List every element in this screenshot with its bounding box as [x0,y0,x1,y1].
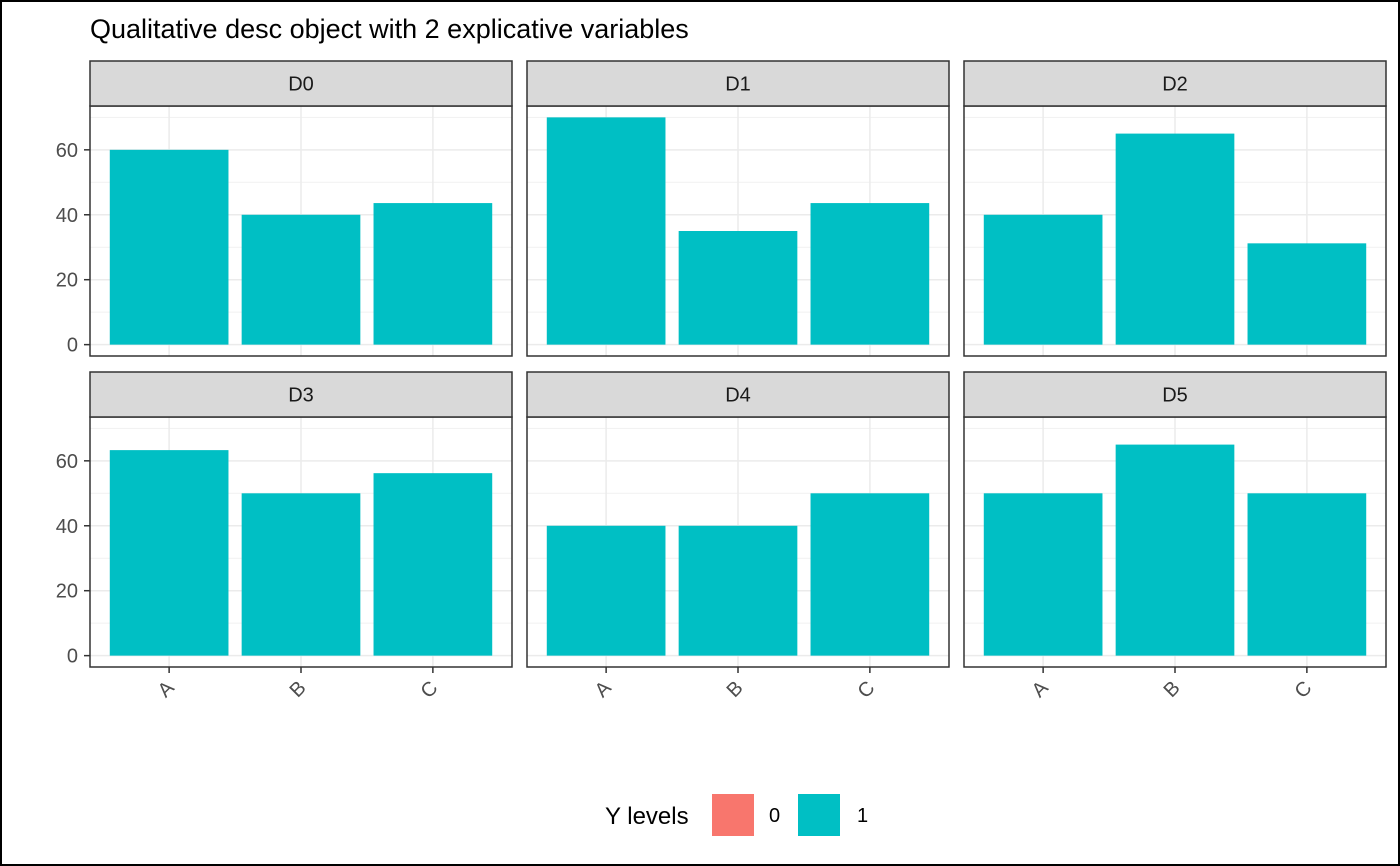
x-tick-label: B [723,677,748,702]
y-tick-label: 40 [56,205,78,227]
facet-strip [89,371,513,418]
facet-strip [526,371,950,418]
facet-panels: D0 0 20 40 60 D1 D2 D3 0 20 40 60 A B C D4 A B C D5 A B C [56,60,1387,703]
legend-key-0 [712,794,754,836]
legend: Y levels 0 1 [605,794,868,836]
x-tick-label: A [591,677,616,702]
legend-label-1: 1 [857,805,868,827]
facet-strip-label: D4 [725,385,751,407]
bar-d3-a [109,450,229,656]
facet-panel-d2: D2 [963,60,1387,357]
bar-d4-a [546,525,666,656]
y-tick-label: 0 [67,335,78,357]
facet-panel-d3: D3 0 20 40 60 A B C [56,371,513,703]
bar-d3-c [373,473,493,656]
x-tick-label: A [1028,677,1053,702]
bar-d5-b [1115,444,1235,656]
bar-d3-b [241,493,361,656]
bar-d1-b [678,231,798,345]
bar-d4-b [678,525,798,656]
chart-title: Qualitative desc object with 2 explicati… [90,14,689,44]
facet-strip-label: D5 [1162,385,1188,407]
bar-d5-c [1247,493,1367,656]
facet-strip [89,60,513,107]
bar-d1-c [810,203,930,345]
bar-d0-a [109,149,229,345]
facet-strip-label: D1 [725,74,751,96]
facet-panel-d4: D4 A B C [526,371,950,703]
y-tick-label: 20 [56,270,78,292]
x-tick-label: B [1160,677,1185,702]
facet-strip-label: D2 [1162,74,1188,96]
x-tick-label: B [286,677,311,702]
facet-strip-label: D0 [288,74,314,96]
facet-panel-d5: D5 A B C [963,371,1387,703]
legend-label-0: 0 [769,805,780,827]
bar-d4-c [810,493,930,656]
facet-panel-d1: D1 [526,60,950,357]
y-tick-label: 20 [56,581,78,603]
facet-panel-d0: D0 0 20 40 60 [56,60,513,357]
facet-strip [526,60,950,107]
y-tick-label: 40 [56,516,78,538]
bar-d1-a [546,117,666,345]
facet-strip [963,60,1387,107]
x-tick-label: C [417,677,443,703]
facet-strip [963,371,1387,418]
legend-key-1 [798,794,840,836]
bar-d0-c [373,203,493,345]
x-tick-label: C [1291,677,1317,703]
y-tick-label: 60 [56,140,78,162]
bar-d2-a [983,214,1103,345]
y-tick-label: 0 [67,646,78,668]
bar-d5-a [983,493,1103,656]
bar-d0-b [241,214,361,345]
y-tick-label: 60 [56,451,78,473]
bar-d2-c [1247,243,1367,345]
x-tick-label: A [154,677,179,702]
bar-d2-b [1115,133,1235,345]
legend-title: Y levels [605,803,689,830]
x-tick-label: C [854,677,880,703]
facet-strip-label: D3 [288,385,314,407]
